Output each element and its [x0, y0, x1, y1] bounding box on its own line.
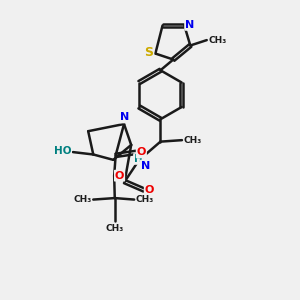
Text: CH₃: CH₃: [136, 195, 154, 204]
Text: N: N: [141, 160, 150, 170]
Text: HO: HO: [54, 146, 71, 156]
Text: CH₃: CH₃: [208, 36, 226, 45]
Text: H: H: [134, 154, 143, 164]
Text: CH₃: CH₃: [74, 195, 92, 204]
Text: S: S: [144, 46, 153, 59]
Text: O: O: [137, 147, 146, 158]
Text: N: N: [185, 20, 194, 30]
Text: O: O: [115, 171, 124, 181]
Text: CH₃: CH₃: [183, 136, 202, 145]
Text: CH₃: CH₃: [106, 224, 124, 233]
Text: N: N: [120, 112, 129, 122]
Text: O: O: [145, 185, 154, 195]
